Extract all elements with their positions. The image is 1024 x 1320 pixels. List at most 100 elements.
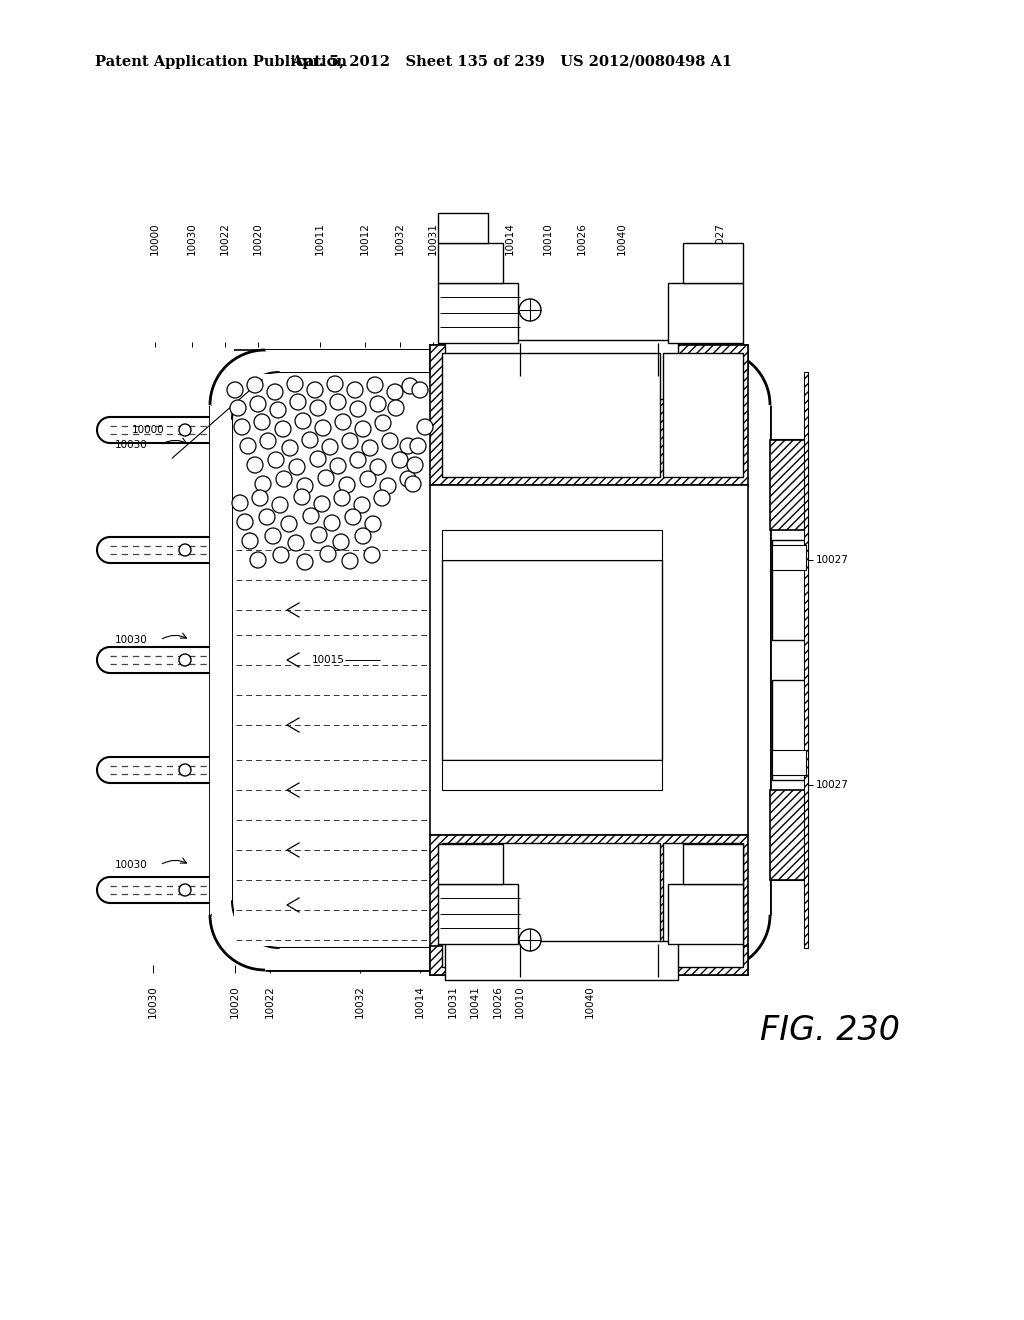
Circle shape [179, 764, 191, 776]
Circle shape [327, 376, 343, 392]
Circle shape [268, 451, 284, 469]
Bar [438, 213, 488, 243]
Bar [683, 843, 743, 884]
Circle shape [255, 477, 271, 492]
Circle shape [519, 929, 541, 950]
Text: 10030: 10030 [187, 222, 197, 255]
Polygon shape [265, 350, 715, 372]
Bar [804, 372, 808, 948]
Circle shape [374, 490, 390, 506]
Text: 10032: 10032 [355, 985, 365, 1018]
Text: 10032: 10032 [395, 222, 406, 255]
Circle shape [380, 478, 396, 494]
Circle shape [350, 451, 366, 469]
Circle shape [315, 420, 331, 436]
Circle shape [382, 433, 398, 449]
Bar [438, 243, 503, 282]
Circle shape [282, 440, 298, 455]
Bar [234, 374, 428, 946]
Text: 10020: 10020 [230, 985, 240, 1018]
Circle shape [311, 527, 327, 543]
Bar [442, 531, 662, 560]
Circle shape [275, 421, 291, 437]
Circle shape [354, 498, 370, 513]
Circle shape [318, 470, 334, 486]
Bar [430, 484, 748, 836]
Bar [770, 440, 808, 531]
Circle shape [365, 516, 381, 532]
Circle shape [362, 440, 378, 455]
Circle shape [179, 653, 191, 667]
Bar [663, 843, 743, 968]
Circle shape [330, 458, 346, 474]
Circle shape [252, 490, 268, 506]
Circle shape [314, 496, 330, 512]
Text: 10027: 10027 [715, 222, 725, 255]
Circle shape [302, 432, 318, 447]
Text: 10020: 10020 [253, 222, 263, 255]
Circle shape [179, 424, 191, 436]
Bar [683, 243, 743, 282]
Bar [442, 352, 660, 477]
Circle shape [290, 393, 306, 411]
Circle shape [254, 414, 270, 430]
Circle shape [355, 528, 371, 544]
Text: 10040: 10040 [585, 985, 595, 1018]
Circle shape [360, 471, 376, 487]
Circle shape [295, 413, 311, 429]
Text: 10030: 10030 [115, 635, 147, 645]
Bar [772, 540, 806, 640]
Circle shape [265, 528, 281, 544]
Text: 10014: 10014 [505, 222, 515, 255]
Circle shape [234, 418, 250, 436]
Bar [770, 789, 808, 880]
Circle shape [294, 488, 310, 506]
Circle shape [276, 471, 292, 487]
Polygon shape [265, 948, 715, 970]
Circle shape [387, 384, 403, 400]
Circle shape [388, 400, 404, 416]
Circle shape [324, 515, 340, 531]
Text: 10031: 10031 [428, 222, 438, 255]
Circle shape [412, 381, 428, 399]
Circle shape [350, 401, 366, 417]
Text: FIG. 230: FIG. 230 [760, 1014, 900, 1047]
Circle shape [367, 378, 383, 393]
Circle shape [345, 510, 361, 525]
Bar [772, 545, 806, 570]
Circle shape [247, 378, 263, 393]
Bar [668, 884, 743, 944]
Circle shape [319, 546, 336, 562]
Text: 10022: 10022 [265, 985, 275, 1018]
Bar [438, 884, 518, 944]
Circle shape [370, 396, 386, 412]
Polygon shape [748, 405, 770, 915]
Circle shape [227, 381, 243, 399]
Text: 10010: 10010 [543, 222, 553, 255]
Text: 10010: 10010 [515, 985, 525, 1018]
Polygon shape [210, 405, 232, 915]
Circle shape [335, 414, 351, 430]
Circle shape [355, 421, 371, 437]
Bar [442, 760, 662, 789]
Text: 10011: 10011 [315, 222, 325, 255]
Circle shape [247, 457, 263, 473]
Circle shape [519, 300, 541, 321]
Text: 10015: 10015 [312, 655, 345, 665]
Circle shape [230, 400, 246, 416]
Circle shape [179, 884, 191, 896]
Circle shape [267, 384, 283, 400]
Circle shape [287, 376, 303, 392]
Text: 10030: 10030 [148, 985, 158, 1018]
Bar [430, 345, 748, 484]
Text: 10041: 10041 [470, 985, 480, 1018]
Circle shape [370, 459, 386, 475]
Text: 10030: 10030 [115, 861, 147, 870]
Circle shape [407, 457, 423, 473]
Circle shape [250, 396, 266, 412]
Circle shape [179, 544, 191, 556]
Circle shape [334, 490, 350, 506]
Circle shape [303, 508, 319, 524]
Text: 10022: 10022 [220, 222, 230, 255]
Text: 10040: 10040 [617, 222, 627, 255]
